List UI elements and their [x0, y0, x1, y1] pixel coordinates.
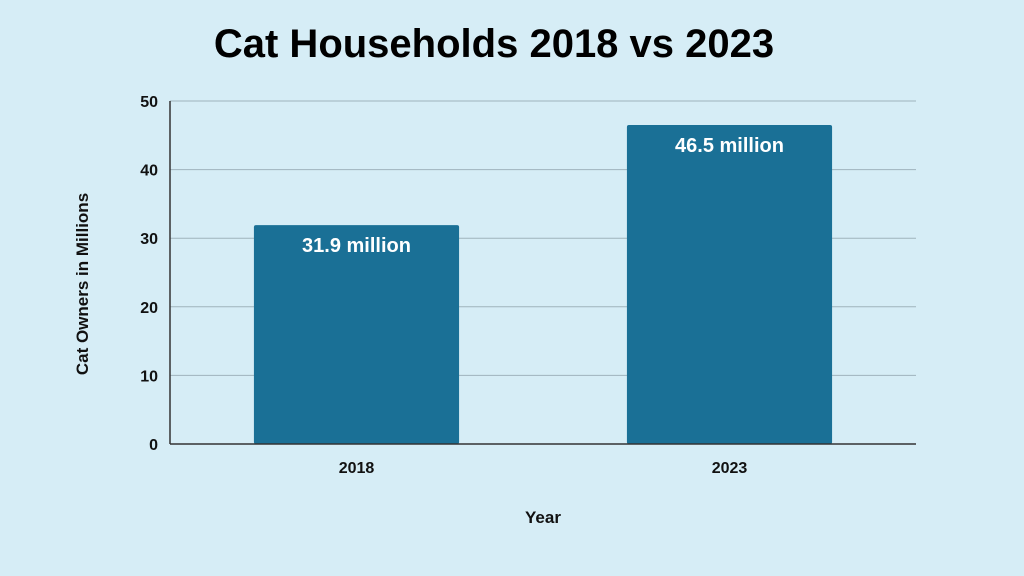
chart-title: Cat Households 2018 vs 2023 — [213, 22, 775, 66]
y-tick-label: 20 — [140, 300, 158, 317]
y-tick-label: 50 — [140, 94, 158, 111]
y-tick-label: 10 — [140, 368, 158, 385]
y-tick-label: 0 — [149, 437, 158, 454]
bar-2023 — [626, 125, 833, 444]
data-label: 31.9 million — [302, 235, 411, 257]
x-tick-label: 2018 — [339, 460, 375, 477]
x-tick-label: 2023 — [712, 460, 748, 477]
data-label: 46.5 million — [675, 135, 784, 157]
y-axis-title: Cat Owners in Millions — [73, 193, 92, 375]
axes — [169, 101, 916, 445]
labels: 0 10 20 30 40 50 31.9 million 2018 46.5 million 2… — [140, 94, 784, 477]
bars — [253, 125, 833, 444]
bar-2018 — [253, 225, 460, 444]
y-tick-label: 40 — [140, 163, 158, 180]
y-tick-label: 30 — [140, 231, 158, 248]
x-axis-title: Year — [525, 508, 561, 527]
